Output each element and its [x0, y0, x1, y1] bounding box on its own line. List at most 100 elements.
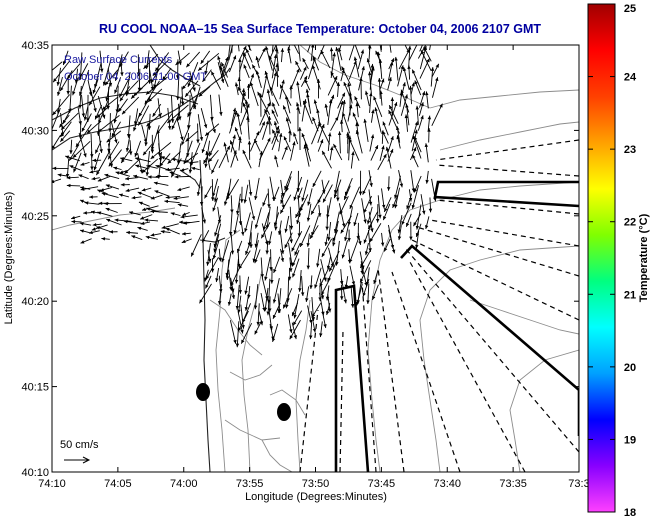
current-vector	[296, 106, 300, 132]
current-vector	[133, 174, 149, 180]
current-vector	[316, 248, 321, 268]
current-vector	[359, 77, 363, 100]
current-vector	[78, 174, 89, 180]
current-vector	[69, 165, 82, 171]
current-vector	[321, 311, 327, 329]
current-vector	[284, 232, 293, 249]
current-vector	[97, 175, 111, 182]
current-vector	[237, 310, 249, 332]
current-vector	[264, 257, 271, 281]
current-vector	[380, 232, 385, 247]
current-vector	[272, 102, 279, 117]
current-vector	[427, 115, 432, 131]
current-vector	[230, 195, 234, 214]
current-vector	[312, 116, 319, 132]
current-vector	[235, 284, 240, 310]
current-vector	[99, 50, 104, 73]
colorbar-tick-label: 20	[624, 362, 636, 374]
current-vector	[249, 232, 253, 249]
current-vector	[300, 276, 305, 297]
current-vector	[259, 121, 266, 134]
current-vector	[260, 293, 266, 312]
current-vector	[379, 145, 385, 161]
current-vector	[320, 259, 327, 282]
current-vector	[264, 108, 272, 126]
current-vector	[309, 275, 313, 290]
current-vector	[289, 85, 293, 99]
current-vector	[389, 45, 392, 53]
current-vector	[373, 270, 379, 285]
current-vector	[183, 220, 200, 225]
current-vector	[273, 212, 280, 227]
current-vector	[310, 310, 317, 333]
current-vector	[176, 76, 180, 101]
current-vector	[279, 229, 285, 255]
current-vector	[381, 188, 386, 209]
current-vector	[175, 59, 180, 79]
current-vector	[319, 321, 323, 338]
current-vector	[120, 157, 133, 162]
current-vector	[362, 176, 372, 195]
current-vector	[236, 112, 242, 135]
current-vector	[318, 121, 331, 145]
current-vector	[332, 229, 339, 242]
current-vector	[120, 148, 132, 164]
current-vector	[145, 235, 158, 240]
outlined-zone	[400, 244, 579, 436]
current-vector	[246, 116, 250, 140]
current-vector	[327, 99, 333, 126]
current-vector	[137, 191, 153, 199]
current-vector	[299, 225, 311, 248]
current-vector	[212, 239, 220, 260]
current-vector	[298, 270, 302, 292]
current-vector	[104, 69, 119, 86]
current-vector	[303, 144, 310, 167]
current-vector	[350, 285, 355, 308]
current-vector	[113, 104, 120, 124]
current-vector	[377, 195, 382, 219]
current-vector	[333, 143, 343, 161]
current-vector	[145, 76, 168, 95]
current-vector	[257, 47, 266, 63]
y-tick-label: 40:30	[21, 125, 49, 137]
current-vector	[269, 249, 273, 271]
current-vector	[254, 207, 262, 229]
current-vector	[280, 248, 285, 263]
current-vector	[134, 157, 151, 163]
current-vector	[237, 45, 240, 52]
current-vector	[413, 175, 422, 193]
current-vector	[294, 243, 301, 256]
current-vector	[177, 203, 189, 207]
current-vector	[337, 47, 343, 61]
current-vector	[187, 95, 198, 118]
current-vector	[160, 230, 171, 234]
current-vector	[285, 295, 290, 309]
scale-arrow	[64, 456, 91, 464]
current-vector	[417, 115, 424, 131]
current-vector	[171, 157, 190, 163]
current-vector	[410, 147, 417, 161]
x-tick-label: 73:50	[302, 478, 330, 490]
current-vector	[306, 203, 312, 222]
current-vector	[78, 63, 89, 81]
current-vector	[97, 95, 106, 119]
current-vector	[150, 209, 168, 214]
current-vector	[150, 68, 160, 84]
current-vector	[124, 158, 141, 175]
current-vector	[307, 45, 311, 53]
current-vector	[237, 311, 244, 334]
current-vector	[279, 79, 285, 100]
inset-line-2: October 04, 2006 21:00 GMT	[64, 71, 207, 83]
current-vector	[321, 150, 332, 169]
x-tick-label: 73:55	[236, 478, 264, 490]
current-vector	[292, 258, 300, 278]
current-vector	[212, 178, 219, 197]
transect-line	[429, 219, 579, 247]
current-vector	[314, 267, 322, 289]
current-vector	[177, 103, 182, 121]
current-vector	[304, 78, 311, 91]
current-vector	[58, 114, 70, 128]
current-vector	[247, 140, 252, 160]
current-vector	[185, 130, 199, 142]
current-vector	[311, 302, 322, 318]
